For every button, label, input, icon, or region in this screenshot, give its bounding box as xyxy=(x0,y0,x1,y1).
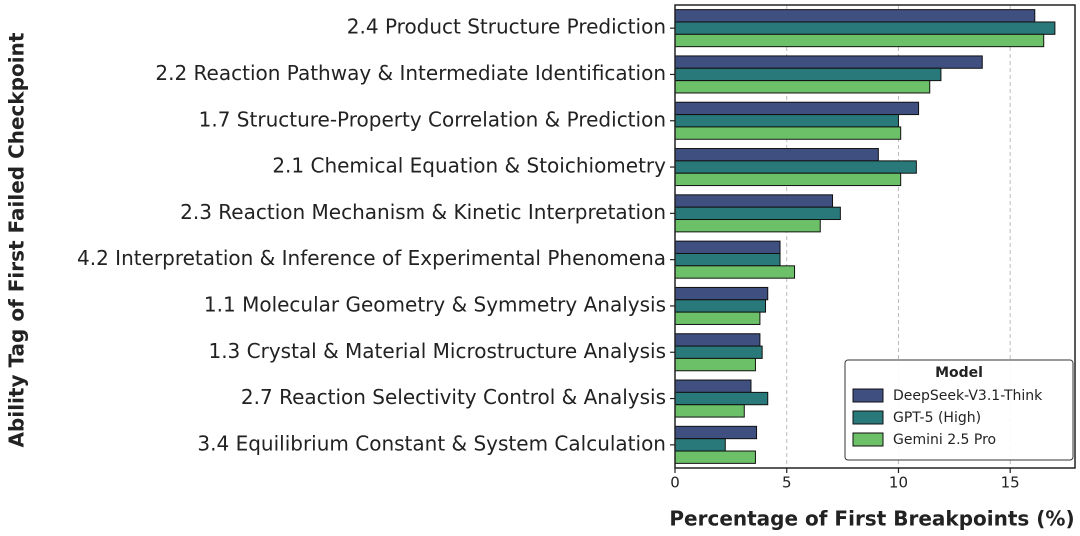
bar xyxy=(674,450,756,464)
y-tick-label: 2.7 Reaction Selectivity Control & Analy… xyxy=(241,385,666,409)
bar xyxy=(674,425,758,440)
bar xyxy=(674,101,920,116)
legend-swatch xyxy=(852,432,884,447)
bar xyxy=(674,172,902,187)
bar xyxy=(674,160,917,174)
y-tick-label: 4.2 Interpretation & Inference of Experi… xyxy=(77,246,666,270)
bar xyxy=(674,55,983,69)
y-tick-label: 2.1 Chemical Equation & Stoichiometry xyxy=(272,154,666,178)
bar xyxy=(674,206,841,221)
plot-frame xyxy=(674,4,1076,469)
y-tick-label: 2.2 Reaction Pathway & Intermediate Iden… xyxy=(155,61,666,85)
bar xyxy=(674,299,767,313)
bar xyxy=(674,126,902,140)
bar xyxy=(674,286,769,301)
bar xyxy=(674,80,931,94)
legend-box xyxy=(844,359,1074,461)
legend-swatch xyxy=(852,410,884,425)
y-tick-label: 1.7 Structure-Property Correlation & Pre… xyxy=(199,107,666,131)
bar xyxy=(674,114,899,128)
legend-label: Gemini 2.5 Pro xyxy=(893,432,996,448)
bar xyxy=(674,404,745,418)
legend-label: GPT-5 (High) xyxy=(893,410,981,426)
x-tick-label: 0 xyxy=(670,474,680,492)
x-tick-label: 15 xyxy=(1001,474,1020,492)
y-axis-title: Ability Tag of First Failed Checkpoint xyxy=(5,32,29,447)
legend-label: DeepSeek-V3.1-Think xyxy=(893,388,1043,404)
bar xyxy=(674,9,1036,23)
bar xyxy=(674,311,761,325)
y-tick-label: 1.3 Crystal & Material Microstructure An… xyxy=(208,339,666,363)
legend-swatch xyxy=(852,388,884,403)
y-tick-label: 1.1 Molecular Geometry & Symmetry Analys… xyxy=(204,292,666,316)
legend-title: Model xyxy=(935,365,983,381)
x-tick-label: 10 xyxy=(889,474,908,492)
bar xyxy=(674,333,761,347)
bar xyxy=(674,357,756,372)
bar xyxy=(674,391,769,406)
bar xyxy=(674,252,781,267)
y-tick-label: 2.3 Reaction Mechanism & Kinetic Interpr… xyxy=(180,200,666,224)
bar xyxy=(674,194,834,208)
bar xyxy=(674,438,726,452)
bar xyxy=(674,33,1045,48)
y-tick-label: 2.4 Product Structure Prediction xyxy=(347,15,666,39)
bar xyxy=(674,379,752,393)
bar xyxy=(674,219,821,233)
bar xyxy=(674,240,781,254)
bar xyxy=(674,148,879,162)
bar xyxy=(674,265,796,279)
legend: Model DeepSeek-V3.1-Think GPT-5 (High) Gemi… xyxy=(844,359,1074,461)
x-tick-label: 5 xyxy=(782,474,792,492)
bar xyxy=(674,345,763,359)
y-tick-label: 3.4 Equilibrium Constant & System Calcul… xyxy=(197,431,666,455)
bar xyxy=(674,21,1056,35)
x-axis-title: Percentage of First Breakpoints (%) xyxy=(669,507,1074,531)
bar xyxy=(674,67,942,82)
